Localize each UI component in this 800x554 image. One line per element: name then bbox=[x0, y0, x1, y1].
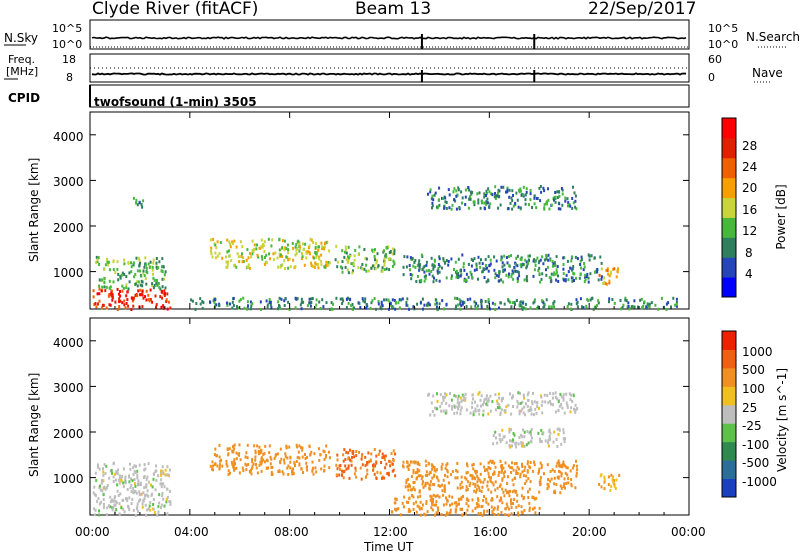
station-title: Clyde River (fitACF) bbox=[92, 0, 259, 19]
power-cbar-20: 20 bbox=[742, 181, 758, 195]
power-region-2 bbox=[132, 196, 145, 209]
power-colorbar-swatch-8 bbox=[722, 118, 736, 139]
velocity-cbar-1000: 1000 bbox=[742, 345, 773, 359]
nave-tick-top: 60 bbox=[708, 53, 722, 66]
xaxis-label: Time UT bbox=[364, 540, 414, 554]
velocity-cbar-m1000: -1000 bbox=[742, 475, 777, 489]
power-ytick-3000: 3000 bbox=[53, 175, 84, 189]
power-colorbar-swatch-0 bbox=[722, 277, 736, 298]
nsky-tick-top: 10^5 bbox=[52, 22, 83, 35]
power-colorbar-swatch-3 bbox=[722, 217, 736, 238]
xtick-3: 12:00 bbox=[373, 525, 408, 539]
xtick-6: 00:00 bbox=[671, 525, 706, 539]
nsky-tick-bottom: 10^0 bbox=[52, 38, 83, 51]
velocity-region-7 bbox=[598, 473, 621, 492]
xtick-5: 20:00 bbox=[572, 525, 607, 539]
power-region-7 bbox=[427, 185, 578, 211]
power-region-4 bbox=[225, 237, 331, 270]
velocity-colorbar-swatch-8 bbox=[722, 331, 736, 350]
velocity-ytick-3000: 3000 bbox=[53, 381, 84, 395]
beam-label: Beam 13 bbox=[355, 0, 432, 19]
velocity-cbar-100: 100 bbox=[742, 382, 765, 396]
power-region-8 bbox=[598, 267, 620, 286]
velocity-colorbar-swatch-3 bbox=[722, 423, 736, 443]
velocity-colorbar-swatch-4 bbox=[722, 404, 736, 424]
cpid-value: twofsound (1-min) 3505 bbox=[94, 95, 257, 109]
velocity-cbar-m25: -25 bbox=[742, 419, 762, 433]
velocity-colorbar-swatch-7 bbox=[722, 349, 736, 369]
velocity-colorbar-swatch-2 bbox=[722, 441, 736, 461]
velocity-cbar-500: 500 bbox=[742, 363, 765, 377]
velocity-cbar-25: 25 bbox=[742, 401, 758, 415]
velocity-cbar-m500: -500 bbox=[742, 456, 770, 470]
power-region-1 bbox=[95, 255, 167, 291]
power-region-0 bbox=[92, 287, 172, 311]
velocity-region-8 bbox=[391, 493, 541, 517]
velocity-ytick-2000: 2000 bbox=[53, 427, 84, 441]
velocity-region-3 bbox=[335, 448, 397, 481]
power-region-6 bbox=[402, 253, 603, 284]
power-colorbar-swatch-6 bbox=[722, 157, 736, 179]
velocity-ytick-4000: 4000 bbox=[53, 336, 84, 350]
power-ytick-1000: 1000 bbox=[53, 266, 84, 280]
cpid-label: CPID bbox=[8, 91, 41, 105]
velocity-region-1 bbox=[209, 443, 224, 472]
power-colorbar-frame bbox=[721, 117, 737, 298]
power-cbar-12: 12 bbox=[742, 224, 758, 238]
xtick-2: 08:00 bbox=[274, 525, 309, 539]
nsearch-tick-top: 10^5 bbox=[708, 22, 739, 35]
nsky-series-line bbox=[91, 36, 687, 40]
velocity-cbar-m100: -100 bbox=[742, 438, 770, 452]
power-cbar-8: 8 bbox=[745, 246, 753, 260]
velocity-colorbar-swatch-6 bbox=[722, 367, 736, 387]
power-region-3 bbox=[209, 238, 224, 260]
nsky-label: N.Sky bbox=[4, 31, 39, 45]
velocity-ytick-1000: 1000 bbox=[53, 472, 84, 486]
power-colorbar-swatch-1 bbox=[722, 257, 736, 278]
velocity-colorbar-swatch-1 bbox=[722, 460, 736, 480]
freq-tick-top: 18 bbox=[62, 53, 76, 66]
power-cbar-4: 4 bbox=[745, 267, 753, 281]
xtick-1: 04:00 bbox=[174, 525, 209, 539]
freq-series-line bbox=[91, 72, 687, 76]
freq-strip-frame bbox=[89, 53, 690, 83]
date-label: 22/Sep/2017 bbox=[588, 0, 697, 19]
power-colorbar-swatch-5 bbox=[722, 177, 736, 199]
xtick-4: 16:00 bbox=[473, 525, 508, 539]
velocity-region-5 bbox=[427, 391, 579, 417]
velocity-region-4 bbox=[402, 459, 579, 495]
velocity-colorbar-swatch-5 bbox=[722, 386, 736, 406]
nsearch-tick-bottom: 10^0 bbox=[708, 38, 739, 51]
power-cbar-28: 28 bbox=[742, 139, 758, 153]
freq-label: Freq. bbox=[8, 53, 36, 66]
power-region-5 bbox=[334, 244, 396, 275]
velocity-colorbar-swatch-0 bbox=[722, 478, 736, 498]
nave-tick-bottom: 0 bbox=[708, 71, 715, 84]
velocity-region-0 bbox=[92, 461, 172, 517]
nave-label: Nave bbox=[752, 66, 783, 80]
power-colorbar-swatch-7 bbox=[722, 137, 736, 159]
power-colorbar-swatch-4 bbox=[722, 197, 736, 218]
cpid-strip-frame bbox=[89, 84, 690, 108]
velocity-region-2 bbox=[225, 443, 331, 476]
velocity-region-6 bbox=[492, 427, 567, 449]
freq-tick-bottom: 8 bbox=[66, 71, 73, 84]
power-ytick-2000: 2000 bbox=[53, 221, 84, 235]
nsky-strip-frame bbox=[89, 19, 690, 50]
velocity-colorbar-frame bbox=[721, 330, 737, 498]
power-ytick-4000: 4000 bbox=[53, 130, 84, 144]
power-cbar-24: 24 bbox=[742, 160, 758, 174]
nsearch-label: N.Search bbox=[746, 30, 800, 44]
power-cbar-16: 16 bbox=[742, 203, 758, 217]
xtick-0: 00:00 bbox=[75, 525, 110, 539]
power-colorbar-swatch-2 bbox=[722, 237, 736, 258]
freq-unit-label: [MHz] bbox=[6, 65, 39, 78]
